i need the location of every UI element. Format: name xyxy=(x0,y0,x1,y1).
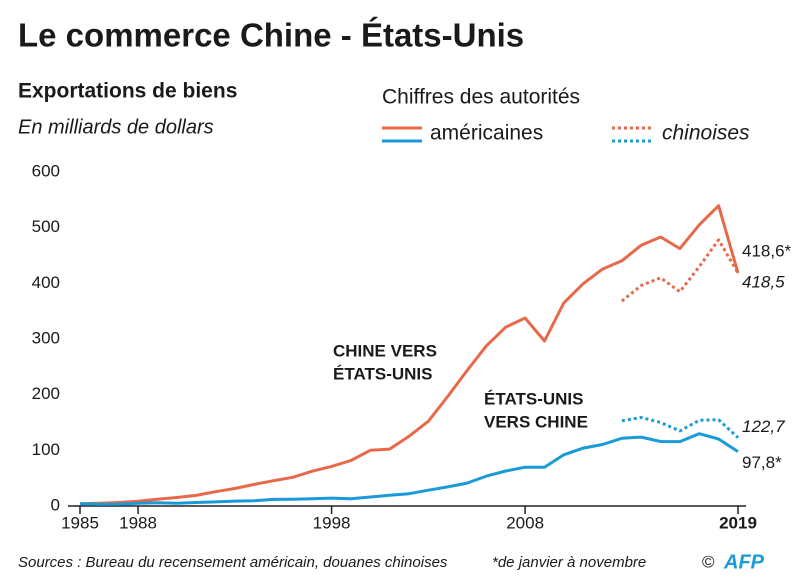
legend-label: chinoises xyxy=(662,122,750,145)
series-line xyxy=(79,432,739,506)
x-tick-label: 1998 xyxy=(313,513,351,532)
series-line xyxy=(621,416,740,439)
y-tick-label: 0 xyxy=(51,495,60,514)
value-label: 418,5 xyxy=(742,273,785,292)
legend-label: américaines xyxy=(430,122,543,145)
unit-label: En milliards de dollars xyxy=(18,116,214,138)
value-label: 97,8* xyxy=(742,453,782,472)
series-line xyxy=(620,238,740,303)
x-tick-label: 2008 xyxy=(506,513,544,532)
logo: AFP xyxy=(723,551,765,573)
series-line xyxy=(79,204,740,506)
y-tick-label: 200 xyxy=(32,384,60,403)
annotation: VERS CHINE xyxy=(484,412,588,431)
annotation: ÉTATS-UNIS xyxy=(484,389,583,408)
value-label: 418,6* xyxy=(742,241,792,260)
y-tick-label: 100 xyxy=(32,440,60,459)
source: Sources : Bureau du recensement américai… xyxy=(18,554,448,571)
subtitle: Exportations de biens xyxy=(18,80,237,103)
y-tick-label: 300 xyxy=(32,328,60,347)
x-tick-label: 1985 xyxy=(61,513,99,532)
annotation: ÉTATS-UNIS xyxy=(333,364,432,383)
chart-title: Le commerce Chine - États-Unis xyxy=(18,17,524,54)
x-tick-label: 1988 xyxy=(119,513,157,532)
legend-title: Chiffres des autorités xyxy=(382,86,580,109)
y-tick-label: 400 xyxy=(32,273,60,292)
x-tick-label: 2019 xyxy=(719,513,757,532)
annotation: CHINE VERS xyxy=(333,341,437,360)
value-label: 122,7 xyxy=(742,417,785,436)
y-tick-label: 600 xyxy=(32,161,60,180)
y-tick-label: 500 xyxy=(32,217,60,236)
credit: © xyxy=(702,552,715,571)
note: *de janvier à novembre xyxy=(492,554,646,571)
